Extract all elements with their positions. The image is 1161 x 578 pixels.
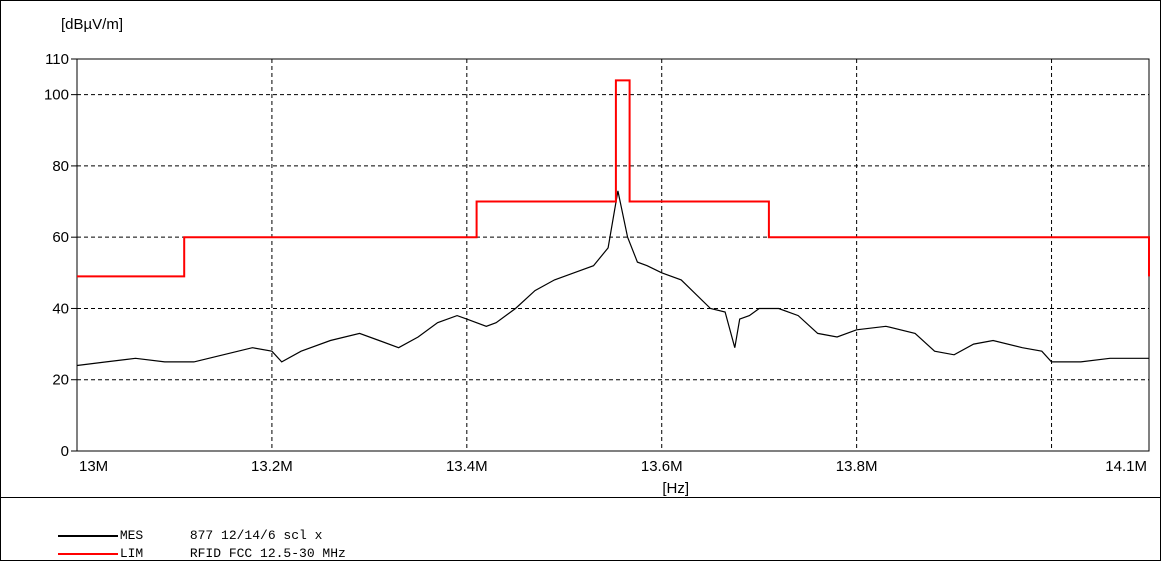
- legend-swatch-mes: [57, 534, 118, 537]
- series-layer: [76, 79, 1150, 367]
- plot-area: [76, 58, 1150, 452]
- x-tick-label: 13.2M: [251, 458, 293, 475]
- x-tick-label: 13.6M: [641, 458, 683, 475]
- x-axis-label: [Hz]: [662, 480, 689, 497]
- y-tick-label: 100: [44, 87, 69, 104]
- y-axis-ticks: 0 20 40 60 80 100 110: [44, 51, 77, 460]
- y-tick-label: 110: [45, 51, 69, 68]
- legend-swatch-lim: [57, 552, 118, 555]
- x-tick-label: 13.4M: [446, 458, 488, 475]
- legend-name-mes: MES: [119, 528, 144, 543]
- y-axis-label: [dBµV/m]: [61, 16, 123, 33]
- y-tick-label: 0: [61, 443, 69, 460]
- y-tick-label: 40: [52, 300, 69, 317]
- y-tick-label: 20: [52, 372, 69, 389]
- x-tick-label: 13.8M: [836, 458, 878, 475]
- x-tick-label: 14.1M: [1105, 458, 1147, 475]
- legend-entry-lim: LIM RFID FCC 12.5-30 MHz: [11, 530, 346, 561]
- legend-label-lim: RFID FCC 12.5-30 MHz: [189, 546, 346, 561]
- series-line-mes: [76, 190, 1149, 367]
- x-tick-label: 13M: [79, 458, 108, 475]
- measurement-window: 0 20 40 60 80 100 110 13M 13.2M 13.4M 13.6M 13.8M 1…: [0, 0, 1161, 561]
- y-tick-label: 60: [52, 229, 69, 246]
- legend-name-lim: LIM: [119, 546, 144, 561]
- grid-lines: [77, 59, 1149, 451]
- legend-entry-mes: MES 877 12/14/6 scl x: [11, 512, 322, 543]
- x-axis-ticks: 13M 13.2M 13.4M 13.6M 13.8M 14.1M: [79, 458, 1147, 475]
- legend-label-mes: 877 12/14/6 scl x: [189, 528, 323, 543]
- y-tick-label: 80: [52, 158, 69, 175]
- legend: MES 877 12/14/6 scl x LIM RFID FCC 12.5-30…: [1, 497, 1160, 562]
- series-line-lim: [77, 79, 1150, 278]
